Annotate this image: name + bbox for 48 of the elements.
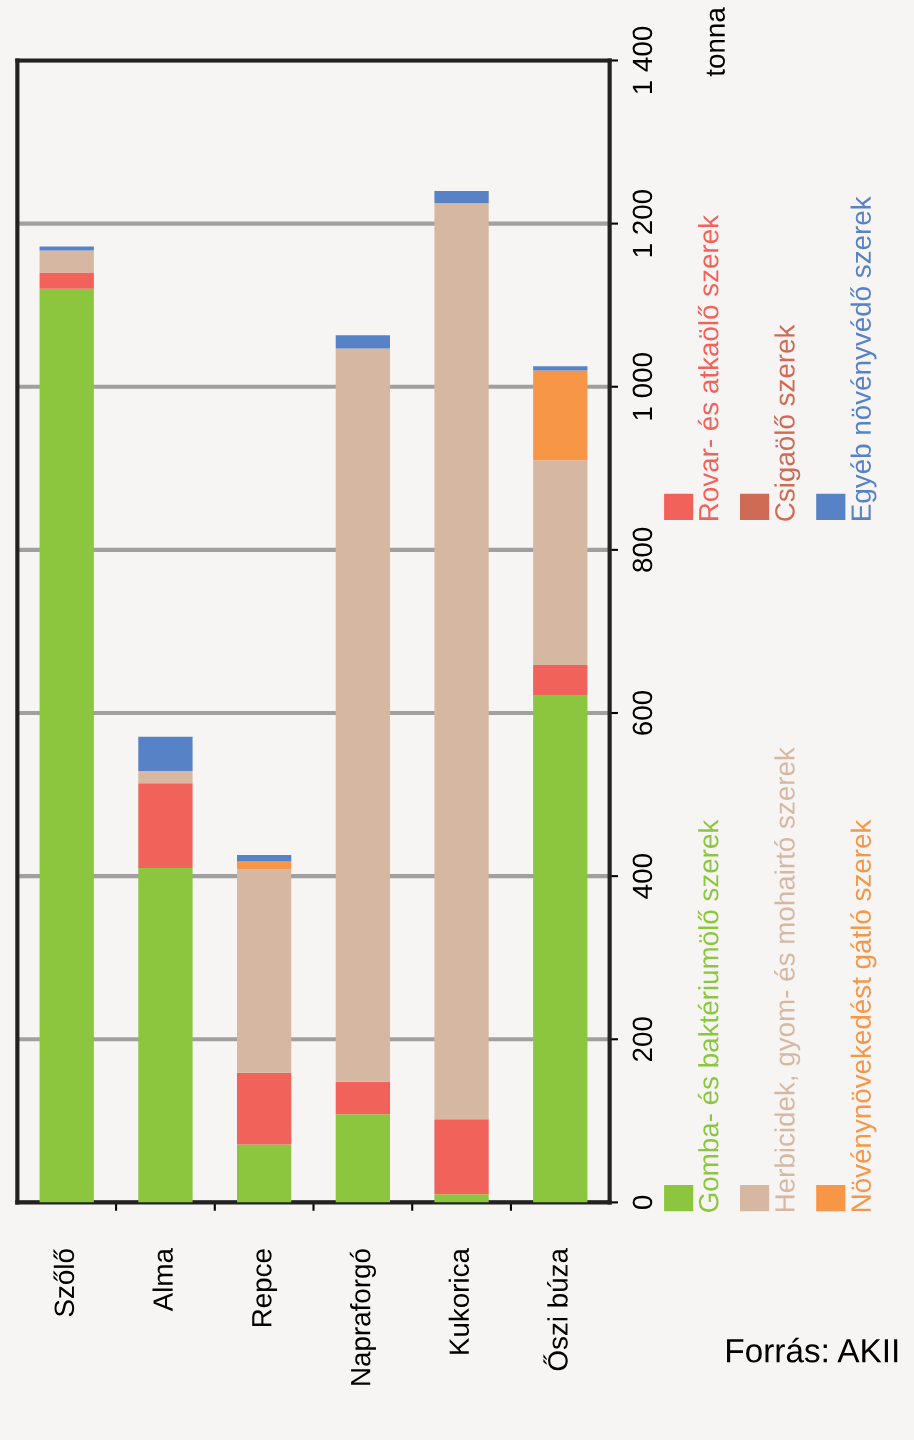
bar xyxy=(237,854,292,862)
bar xyxy=(138,783,193,868)
y-tick-label: 400 xyxy=(632,854,653,899)
text: Herbicidek, gyom- és mohairtó szerek xyxy=(774,747,801,1212)
text: Növénynövekedést gátló szerek xyxy=(850,819,877,1212)
y-tick-label: 600 xyxy=(632,690,653,735)
bar xyxy=(138,867,193,1203)
bar xyxy=(39,272,94,289)
x-tick-label: Szőlő xyxy=(53,1249,75,1317)
x-tick-label: Napraforgó xyxy=(349,1249,376,1385)
text: Egyéb növényvédő szerek xyxy=(850,196,877,520)
bar xyxy=(434,203,489,1120)
legend-label: Csigaölő szerek xyxy=(774,324,801,521)
x-tick-label: Őszi búza xyxy=(543,1248,568,1371)
y-tick-label: 1 000 xyxy=(632,353,653,420)
bar xyxy=(533,460,588,665)
bar xyxy=(533,664,588,696)
x-tick-label: Kukorica xyxy=(448,1248,470,1354)
y-tick-label: 800 xyxy=(632,527,653,572)
bar xyxy=(434,190,489,204)
x-tick-label: Alma xyxy=(152,1248,173,1312)
bar xyxy=(533,370,588,461)
bar xyxy=(237,861,292,870)
y-tick-label: 1 200 xyxy=(632,189,653,257)
bar xyxy=(237,869,292,1073)
bar xyxy=(434,1119,489,1195)
bar xyxy=(434,1194,489,1203)
x-tick-label: Repce xyxy=(252,1249,278,1327)
bar xyxy=(39,250,94,273)
bar xyxy=(138,736,193,771)
bar xyxy=(533,695,588,1203)
bar xyxy=(335,1081,390,1115)
bar xyxy=(39,246,94,251)
bar xyxy=(39,288,94,1203)
bar xyxy=(335,348,390,1082)
y-tick-label: 0 xyxy=(632,1195,653,1210)
text: Rovar- és atkaölő szerek xyxy=(697,214,719,520)
y-tick-label: 200 xyxy=(632,1017,653,1062)
bar xyxy=(335,1114,390,1203)
bar xyxy=(138,770,193,784)
y-axis-title: tonna xyxy=(706,7,725,77)
bar xyxy=(533,366,588,371)
bar xyxy=(237,1144,292,1203)
text: Gomba- és baktériumölő szerek xyxy=(697,819,719,1212)
bar xyxy=(335,335,390,349)
bar xyxy=(237,1072,292,1145)
y-tick-label: 1 400 xyxy=(632,26,653,94)
text: Forrás: AKII xyxy=(727,1337,898,1363)
